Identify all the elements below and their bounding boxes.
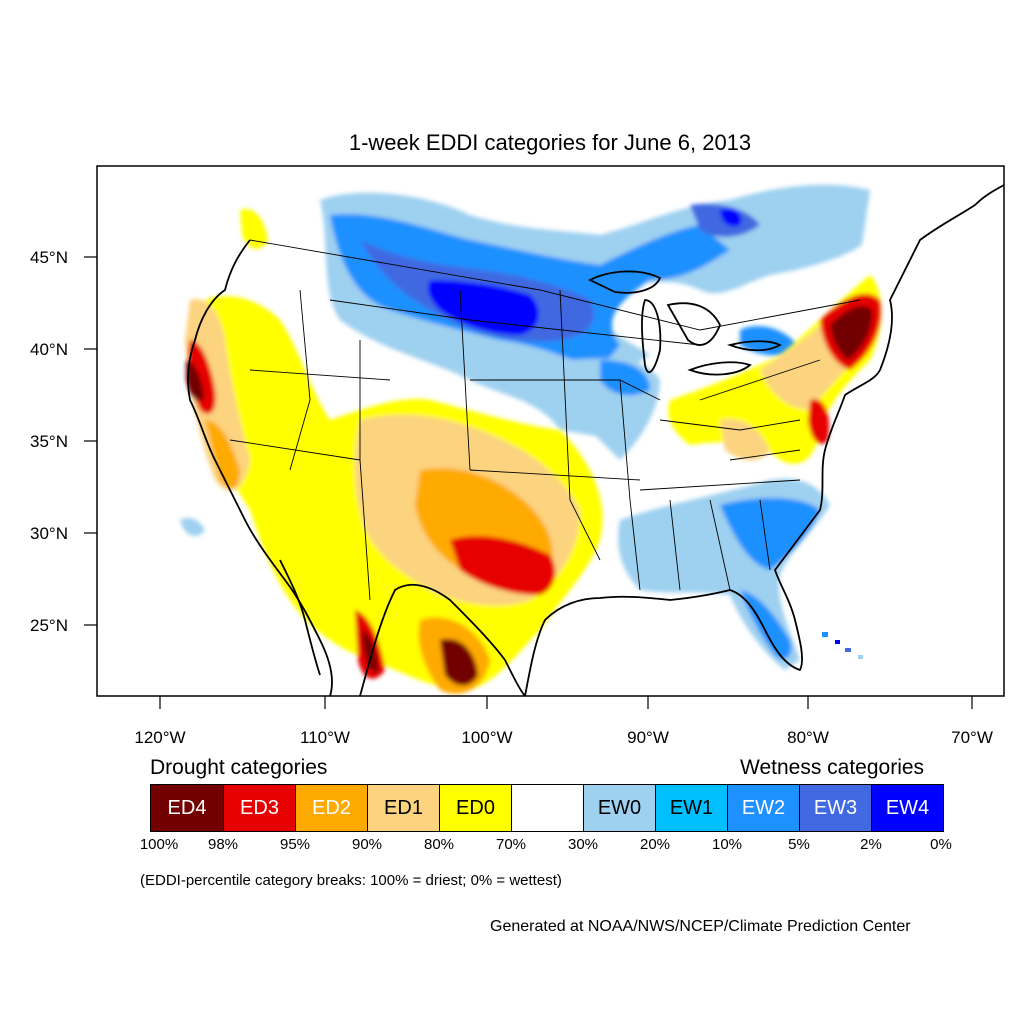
drought-northeast-region: [668, 275, 882, 464]
legend-break-label: 70%: [495, 836, 527, 853]
wetness-heading: Wetness categories: [740, 756, 925, 779]
lon-label-70: 70°W: [951, 728, 993, 747]
legend-swatch-ew4: EW4: [871, 785, 943, 831]
lon-label-120: 120°W: [134, 728, 185, 747]
legend-break-label: 90%: [351, 836, 383, 853]
legend-break-label: 95%: [279, 836, 311, 853]
lon-label-80: 80°W: [787, 728, 829, 747]
legend-break-label: 30%: [567, 836, 599, 853]
lat-label-25: 25°N: [30, 616, 68, 635]
legend-colorbar: ED4 ED3 ED2 ED1 ED0 EW0 EW1 EW2 EW3 EW4: [150, 784, 944, 832]
legend-breaks: 100% 98% 95% 90% 80% 70% 30% 20% 10% 5% 2% 0%: [0, 836, 1024, 856]
legend-swatch-ew3: EW3: [799, 785, 871, 831]
state-borders: [229, 239, 861, 601]
lat-label-30: 30°N: [30, 524, 68, 543]
legend-break-label: 80%: [423, 836, 455, 853]
legend-break-label: 20%: [639, 836, 671, 853]
legend-break-label: 5%: [788, 836, 810, 853]
legend-swatch-ew1: EW1: [655, 785, 727, 831]
credit-line: Generated at NOAA/NWS/NCEP/Climate Predi…: [490, 918, 911, 935]
category-note: (EDDI-percentile category breaks: 100% =…: [140, 872, 562, 889]
lon-label-110: 110°W: [300, 728, 350, 747]
coastlines: [187, 184, 1004, 696]
legend-swatch-ew2: EW2: [727, 785, 799, 831]
lon-ticks: [159, 696, 973, 709]
legend-swatch-ed0: ED0: [439, 785, 511, 831]
legend-swatch-none: [511, 785, 583, 831]
legend-break-label: 2%: [860, 836, 882, 853]
legend-swatch-ed4: ED4: [151, 785, 223, 831]
lon-label-100: 100°W: [461, 728, 512, 747]
lat-label-45: 45°N: [30, 248, 68, 267]
lon-label-90: 90°W: [627, 728, 669, 747]
great-lakes: [587, 270, 782, 376]
map-title: 1-week EDDI categories for June 6, 2013: [348, 130, 752, 155]
drought-west-region: [185, 209, 603, 694]
legend-break-label: 100%: [139, 836, 179, 853]
legend-swatch-ed2: ED2: [295, 785, 367, 831]
lat-ticks: [84, 256, 97, 626]
legend-break-label: 10%: [711, 836, 743, 853]
eddi-map: 45°N 40°N 35°N 30°N 25°N 120°W 110°W 100…: [30, 165, 1005, 747]
legend-swatch-ed3: ED3: [223, 785, 295, 831]
wetness-southeast-region: [180, 478, 830, 670]
map-frame: [96, 165, 1005, 697]
lat-label-40: 40°N: [30, 340, 68, 359]
legend-break-label: 98%: [207, 836, 239, 853]
drought-heading: Drought categories: [150, 756, 328, 779]
legend-swatch-ew0: EW0: [583, 785, 655, 831]
map-field: [97, 166, 1004, 696]
legend-swatch-ed1: ED1: [367, 785, 439, 831]
wetness-caribbean-speckles: [822, 632, 863, 659]
legend-break-label: 0%: [930, 836, 952, 853]
lat-label-35: 35°N: [30, 432, 68, 451]
wetness-north-region: [320, 184, 870, 460]
